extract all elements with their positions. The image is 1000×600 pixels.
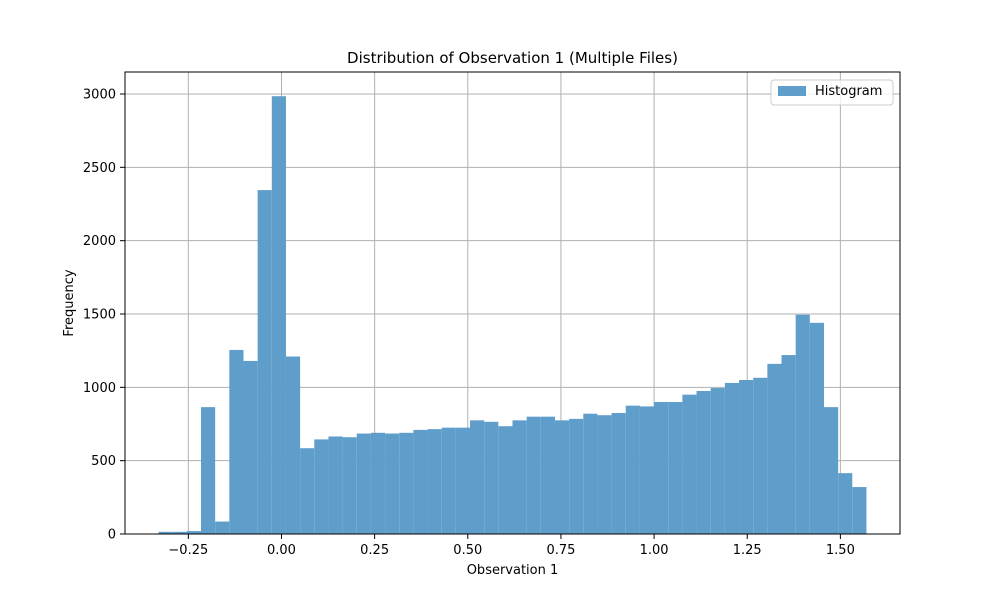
- histogram-bar: [724, 382, 740, 534]
- y-axis-label: Frequency: [62, 269, 77, 336]
- histogram-bar: [739, 380, 754, 534]
- y-axis-ticks: 0 500 1000 1500 2000 2500 3000: [83, 88, 125, 543]
- histogram-bar: [300, 448, 315, 534]
- histogram-bar: [554, 420, 570, 534]
- histogram-bar: [569, 418, 584, 534]
- histogram-bar: [243, 360, 258, 534]
- histogram-bar: [809, 322, 824, 534]
- histogram-bar: [441, 427, 456, 534]
- histogram-bar: [781, 355, 796, 534]
- histogram-bar: [356, 433, 371, 534]
- y-tick-label: 500: [91, 454, 116, 469]
- histogram-bar: [753, 377, 768, 534]
- histogram-bar: [470, 420, 485, 534]
- histogram-bar: [795, 314, 810, 534]
- histogram-bar: [186, 531, 202, 534]
- chart-title: Distribution of Observation 1 (Multiple …: [347, 49, 678, 67]
- histogram-bar: [668, 402, 683, 534]
- x-tick-label: 1.00: [640, 543, 669, 558]
- histogram-bar: [314, 439, 329, 534]
- x-axis-label: Observation 1: [467, 563, 559, 578]
- histogram-bar: [370, 432, 386, 534]
- y-tick-label: 2500: [83, 161, 116, 176]
- legend-label: Histogram: [815, 84, 882, 99]
- y-tick-label: 2000: [83, 234, 116, 249]
- legend-swatch: [778, 86, 806, 96]
- x-tick-label: 0.25: [360, 543, 389, 558]
- histogram-bar: [710, 388, 725, 534]
- histogram-bar: [271, 96, 286, 534]
- histogram-bar: [385, 433, 400, 534]
- y-tick-label: 3000: [83, 88, 116, 103]
- histogram-bar: [540, 416, 555, 534]
- histogram-bar: [597, 415, 612, 534]
- histogram-bar: [526, 416, 541, 534]
- y-tick-label: 0: [108, 528, 116, 543]
- histogram-bar: [201, 407, 216, 534]
- histogram-bar: [512, 420, 527, 534]
- histogram-bar: [158, 531, 173, 534]
- histogram-bar: [328, 436, 343, 534]
- histogram-bar: [852, 487, 867, 534]
- histogram-bar: [172, 531, 187, 534]
- histogram-bar: [767, 363, 782, 534]
- histogram-bar: [455, 427, 471, 534]
- y-tick-label: 1000: [83, 381, 116, 396]
- histogram-bar: [399, 432, 414, 534]
- x-tick-label: 0.75: [546, 543, 575, 558]
- histogram-bar: [285, 356, 301, 534]
- histogram-bar: [696, 391, 711, 534]
- x-tick-label: 1.50: [826, 543, 855, 558]
- x-tick-label: −0.25: [168, 543, 208, 558]
- histogram-bar: [823, 407, 839, 534]
- histogram-bar: [654, 402, 669, 534]
- histogram-bar: [215, 521, 230, 534]
- histogram-bar: [413, 429, 428, 534]
- histogram-bar: [229, 349, 244, 534]
- histogram-bar: [484, 421, 499, 534]
- x-tick-label: 0.50: [453, 543, 482, 558]
- histogram-bar: [639, 406, 655, 534]
- legend: Histogram: [770, 79, 894, 106]
- x-tick-label: 0.00: [267, 543, 296, 558]
- y-tick-label: 1500: [83, 308, 116, 323]
- histogram-bar: [498, 426, 513, 534]
- histogram-bar: [611, 413, 626, 534]
- histogram-bar: [257, 190, 272, 535]
- histogram-bar: [625, 405, 640, 534]
- plot-frame: [124, 71, 901, 535]
- histogram-bars: [158, 96, 867, 535]
- histogram-bar: [342, 437, 357, 534]
- histogram-bar: [583, 413, 598, 534]
- histogram-bar: [838, 473, 853, 534]
- histogram-bar: [427, 429, 442, 534]
- x-axis-ticks: −0.25 0.00 0.25 0.50 0.75 1.00 1.25 1.50: [168, 534, 855, 558]
- histogram-bar: [682, 394, 697, 534]
- x-tick-label: 1.25: [733, 543, 762, 558]
